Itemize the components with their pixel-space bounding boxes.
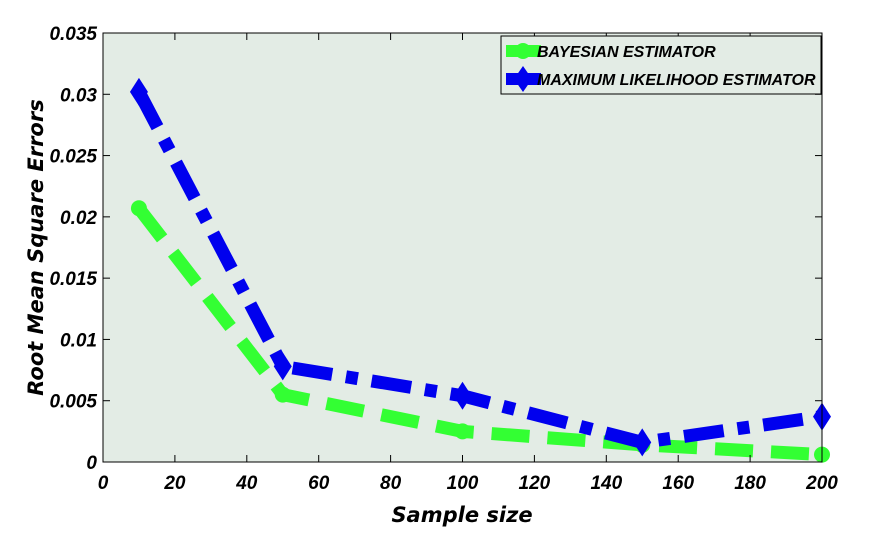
y-tick-label-4: 0.015	[49, 269, 97, 290]
legend-label-2: MAXIMUM LIKELIHOOD ESTIMATOR	[537, 72, 816, 89]
data-point-2-2	[273, 352, 292, 381]
y-tick-label-8: 0.035	[49, 24, 97, 45]
data-point-2-1	[129, 77, 148, 106]
data-point-1-3	[454, 423, 471, 440]
y-tick-label-6: 0.025	[49, 147, 97, 168]
y-tick-label-1: 0	[86, 453, 97, 474]
data-point-2-3	[453, 381, 472, 410]
data-point-1-1	[130, 200, 147, 217]
x-tick-label-3: 40	[235, 473, 258, 494]
series-layer	[129, 77, 831, 463]
x-tick-label-8: 140	[590, 473, 622, 494]
x-tick-label-7: 120	[519, 473, 551, 494]
axes-layer: 0 20 40 60 80 100 120 140 160 180 200 0 0.005 0.01 0.0…	[49, 24, 838, 494]
series-2	[129, 77, 831, 457]
y-tick-label-2: 0.005	[49, 392, 97, 413]
x-tick-label-1: 0	[98, 473, 109, 494]
legend-marker-1	[515, 43, 531, 59]
x-tick-label-2: 20	[163, 473, 186, 494]
y-tick-label-3: 0.01	[60, 330, 97, 351]
data-point-2-4	[633, 428, 652, 457]
data-point-1-2	[274, 386, 291, 403]
y-tick-label-5: 0.02	[60, 208, 97, 229]
legend: BAYESIAN ESTIMATOR MAXIMUM LIKELIHOOD EST…	[500, 35, 822, 95]
x-tick-label-5: 80	[380, 473, 402, 494]
x-tick-label-4: 60	[308, 473, 330, 494]
legend-label-1: BAYESIAN ESTIMATOR	[537, 44, 716, 61]
x-tick-label-9: 160	[662, 473, 694, 494]
x-tick-label-6: 100	[447, 473, 479, 494]
y-tick-label-7: 0.03	[60, 85, 97, 106]
legend-box	[500, 35, 822, 95]
legend-marker-2	[514, 66, 532, 92]
x-tick-label-10: 180	[734, 473, 766, 494]
x-tick-label-11: 200	[805, 473, 838, 494]
x-axis-label: Sample size	[391, 503, 532, 527]
y-axis-label: Root Mean Square Errors	[24, 99, 48, 395]
